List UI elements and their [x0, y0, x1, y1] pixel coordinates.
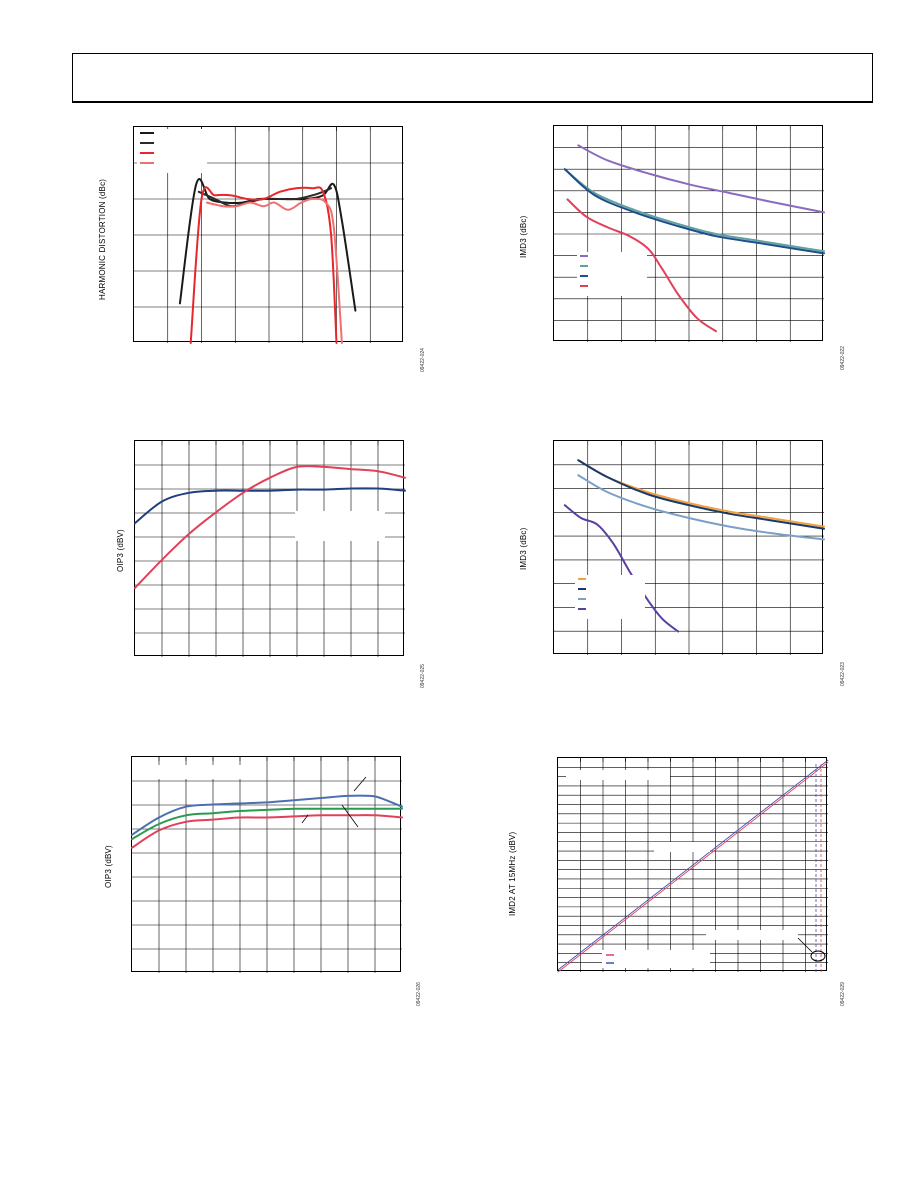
- label-box: [654, 842, 710, 852]
- chart-plot-area: [131, 756, 403, 973]
- chart-svg: [134, 127, 404, 344]
- y-axis-label: IMD2 AT 15MHz (dBV): [508, 831, 517, 916]
- chart-plot-area: [553, 440, 825, 655]
- y-axis-label: OIP3 (dBV): [104, 845, 113, 888]
- series-line-2: [134, 465, 406, 589]
- figure-code: 09422-029: [840, 982, 846, 1006]
- series-line-4: [566, 198, 717, 333]
- series-line-1: [577, 459, 825, 528]
- label-box: [295, 511, 385, 541]
- legend-box: [137, 129, 207, 173]
- page-header: [72, 53, 873, 103]
- chart-plot-area: [133, 126, 404, 344]
- series-line-4: [205, 197, 343, 344]
- series-line-2: [577, 459, 825, 530]
- series-line-3: [563, 168, 825, 255]
- figure-code: 09422-026: [416, 982, 422, 1006]
- legend-box: [577, 252, 647, 296]
- label-box: [142, 765, 242, 779]
- annotation-arrow: [341, 804, 359, 828]
- series-line-2: [131, 807, 403, 841]
- series-line-3: [131, 814, 403, 849]
- y-axis-label: IMD3 (dBc): [519, 527, 528, 570]
- annotation-arrow: [353, 776, 367, 792]
- annotation-arrow: [797, 937, 813, 953]
- label-box: [706, 930, 798, 940]
- chart-svg: [134, 441, 406, 657]
- chart-svg: [554, 126, 825, 342]
- figure-code: 09422-022: [840, 346, 846, 370]
- series-line-1: [131, 794, 403, 836]
- series-line-1: [134, 487, 406, 525]
- chart-svg: [554, 441, 825, 655]
- annotation-arrow: [301, 814, 309, 824]
- series-line-2: [563, 168, 825, 253]
- chart-svg: [131, 757, 403, 973]
- series-line-3: [577, 474, 825, 541]
- y-axis-label: HARMONIC DISTORTION (dBc): [98, 178, 107, 300]
- y-axis-label: OIP3 (dBV): [116, 529, 125, 572]
- chart-plot-area: [553, 125, 825, 342]
- figure-code: 09422-024: [420, 348, 426, 372]
- legend-box: [575, 575, 645, 619]
- series-line-1: [577, 144, 825, 214]
- series-line-2: [557, 759, 829, 971]
- series-line-1: [557, 761, 829, 973]
- series-line-4: [563, 504, 680, 633]
- series-line-3: [189, 186, 338, 344]
- chart-plot-area: [134, 440, 406, 657]
- figure-code: 09422-025: [420, 664, 426, 688]
- marker-circle: [810, 950, 826, 962]
- figure-code: 09422-023: [840, 662, 846, 686]
- legend-box: [602, 950, 710, 968]
- chart-plot-area: [557, 757, 829, 973]
- label-box: [566, 770, 670, 780]
- series-line-2: [197, 187, 333, 208]
- y-axis-label: IMD3 (dBc): [519, 215, 528, 258]
- chart-svg: [557, 758, 829, 973]
